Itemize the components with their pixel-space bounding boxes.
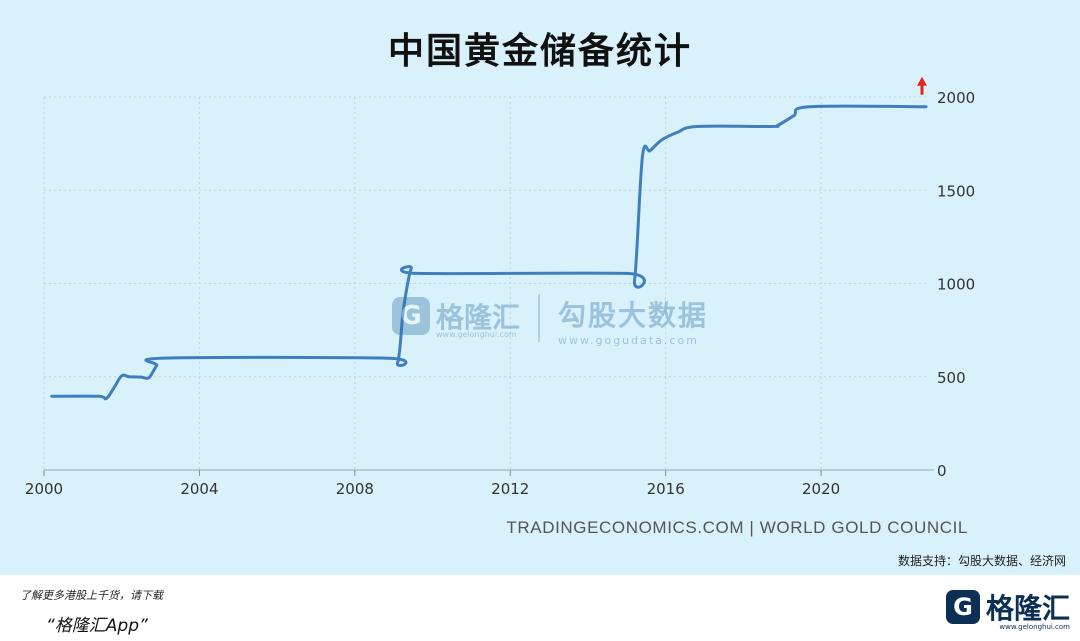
chart-annotations: [917, 76, 927, 95]
y-tick-label: 1000: [937, 276, 975, 294]
brand-url: www.gelonghui.com: [999, 623, 1070, 631]
brand-logo: G 格隆汇 www.gelonghui.com: [945, 587, 1070, 631]
chart-source: TRADINGECONOMICS.COM | WORLD GOLD COUNCI…: [506, 518, 968, 537]
promo-text: 了解更多港股上千货，请下载: [20, 589, 163, 602]
data-support-note: 数据支持：勾股大数据、经济网: [897, 554, 1066, 568]
watermark-right-url: www.gogudata.com: [558, 334, 699, 347]
x-tick-label: 2000: [25, 480, 63, 498]
chart-series: [50, 104, 928, 401]
x-tick-label: 2016: [647, 480, 685, 498]
watermark-gelonghui: G 格隆汇 www.gelonghui.com: [392, 296, 521, 339]
chart-title: 中国黄金储备统计: [387, 31, 692, 72]
watermark-left-name: 格隆汇: [436, 301, 521, 334]
y-tick-label: 2000: [937, 89, 975, 107]
x-tick-label: 2008: [336, 480, 374, 498]
chart-axes: 0 500 1000 1500 2000 2000 2004 2008 2012 2016 2020: [25, 89, 975, 498]
watermark-right-name: 勾股大数据: [558, 299, 709, 332]
watermark-left-url: www.gelonghui.com: [436, 330, 517, 339]
y-tick-label: 500: [937, 369, 966, 387]
y-tick-label: 0: [937, 462, 947, 480]
chart-grid: [43, 96, 926, 470]
gelonghui-logo-icon: G: [392, 297, 430, 335]
gold-reserve-line: [50, 104, 928, 401]
x-tick-label: 2004: [180, 480, 218, 498]
watermark-gogudata: 勾股大数据 www.gogudata.com: [558, 294, 708, 347]
promo-app-name: “格隆汇App”: [46, 616, 148, 636]
watermark-divider: [538, 294, 540, 342]
y-tick-label: 1500: [937, 182, 975, 200]
x-tick-label: 2020: [802, 480, 840, 498]
x-tick-label: 2012: [491, 480, 529, 498]
brand-name: 格隆汇: [985, 592, 1070, 625]
brand-logo-icon: G: [945, 590, 980, 624]
footer-banner: 了解更多港股上千货，请下载 “格隆汇App” G 格隆汇 www.gelongh…: [0, 575, 1080, 641]
up-arrow-icon: [917, 76, 927, 95]
